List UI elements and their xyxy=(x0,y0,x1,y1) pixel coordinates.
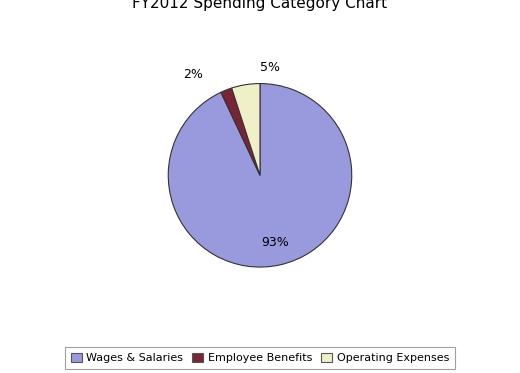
Wedge shape xyxy=(221,88,260,175)
Title: FY2012 Spending Category Chart: FY2012 Spending Category Chart xyxy=(133,0,387,12)
Text: 93%: 93% xyxy=(261,236,289,249)
Text: 2%: 2% xyxy=(183,69,203,81)
Wedge shape xyxy=(168,84,352,267)
Text: 5%: 5% xyxy=(260,61,280,74)
Wedge shape xyxy=(231,84,260,175)
Legend: Wages & Salaries, Employee Benefits, Operating Expenses: Wages & Salaries, Employee Benefits, Ope… xyxy=(66,347,454,369)
